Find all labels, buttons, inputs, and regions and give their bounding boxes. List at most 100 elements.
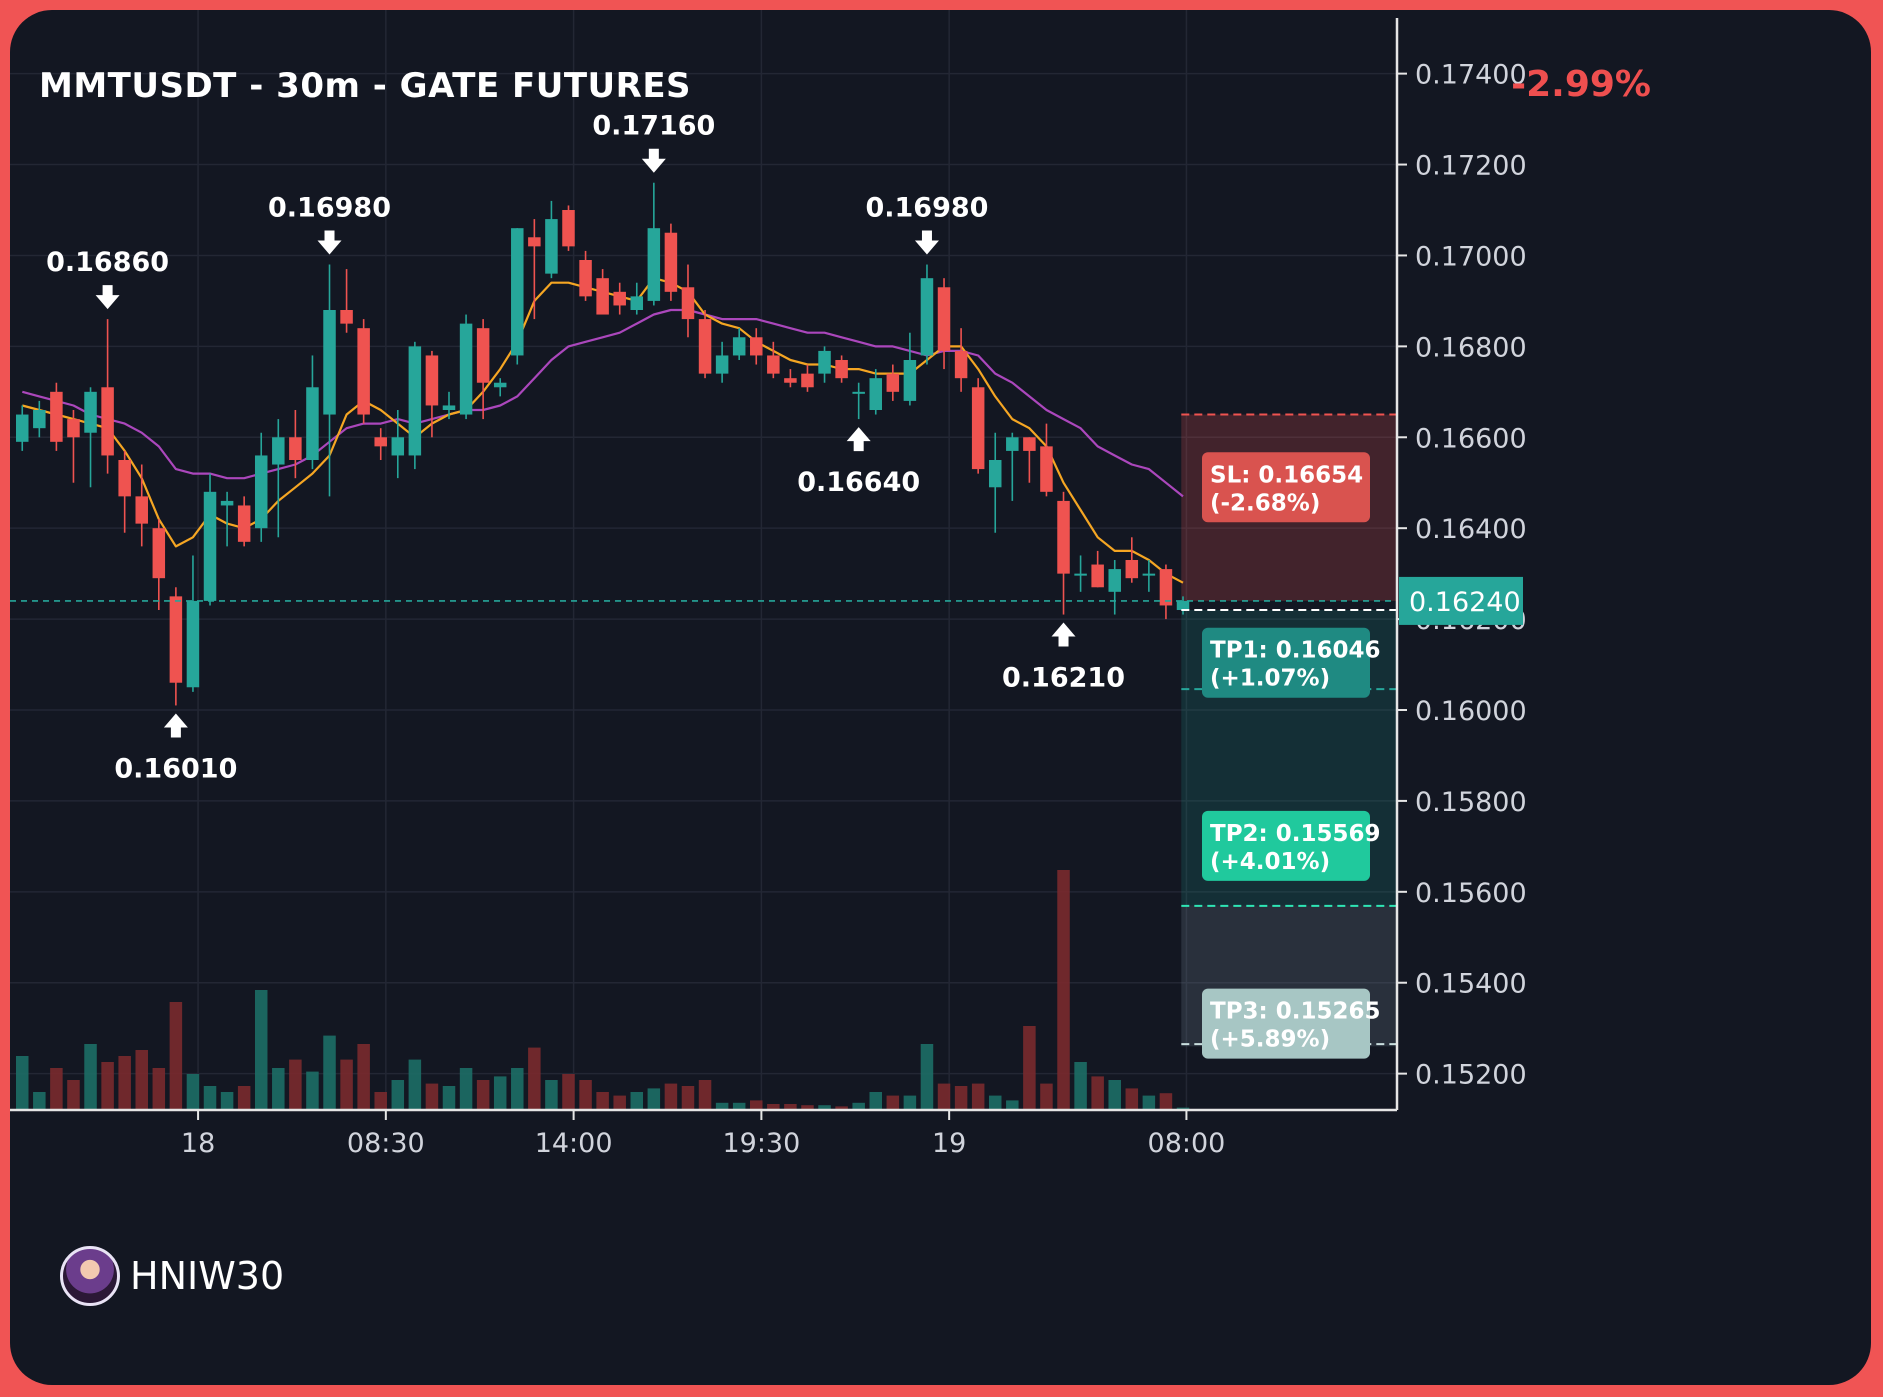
candle <box>84 387 97 488</box>
price-tick-label: 0.15400 <box>1415 969 1527 1000</box>
candle-body <box>1023 437 1036 451</box>
volume-bar <box>1006 1100 1019 1110</box>
trade-label-bg <box>1202 452 1370 523</box>
price-chart[interactable]: 0.17400 0.17200 0.17000 0.16800 0.16600 0.164… <box>10 10 1871 1385</box>
candle-body <box>272 437 285 465</box>
candle-body <box>835 360 848 379</box>
arrow-down-icon <box>914 230 939 255</box>
current-price-label: 0.16240 <box>1409 587 1521 618</box>
trade-label-line2: (+4.01%) <box>1210 849 1330 875</box>
volume-bar <box>135 1050 148 1110</box>
candle <box>323 264 336 497</box>
candle-body <box>545 219 558 274</box>
volume-bar <box>545 1080 558 1110</box>
volume-bar <box>732 1102 746 1110</box>
candle-body <box>767 355 780 374</box>
volume-bar <box>203 1086 217 1110</box>
volume-bar <box>750 1100 763 1110</box>
price-tick-label: 0.17000 <box>1415 241 1527 272</box>
candle <box>1176 596 1190 615</box>
avatar <box>60 1246 120 1306</box>
volume-bar <box>408 1059 422 1110</box>
candle-body <box>511 228 524 356</box>
volume-bar <box>852 1102 865 1110</box>
candle <box>408 341 422 470</box>
candle-body <box>118 460 131 497</box>
price-tick-label: 0.15200 <box>1415 1060 1527 1091</box>
candle <box>1074 555 1087 592</box>
candle <box>903 332 917 406</box>
candle-body <box>1091 564 1104 588</box>
trade-label-line2: (+1.07%) <box>1210 666 1330 692</box>
candle <box>920 264 934 365</box>
candle <box>1006 432 1019 501</box>
candle-body <box>647 228 661 301</box>
candle-body <box>732 337 746 356</box>
candle <box>135 464 148 547</box>
volume-bar <box>937 1083 951 1110</box>
trade-labels: SL: 0.16654(-2.68%)TP1: 0.16046(+1.07%)T… <box>1202 452 1381 1059</box>
volume-bar <box>613 1095 626 1110</box>
candle <box>852 382 865 420</box>
peak-label: 0.16010 <box>114 753 237 784</box>
candle <box>67 410 80 483</box>
volume-bar <box>784 1104 797 1110</box>
candle <box>1057 491 1070 615</box>
peak-label: 0.16640 <box>797 467 920 498</box>
trade-label: SL: 0.16654(-2.68%) <box>1202 452 1370 523</box>
candle <box>203 473 217 606</box>
time-tick-label: 14:00 <box>535 1128 613 1159</box>
candle <box>16 405 29 451</box>
time-tick-label: 08:30 <box>347 1128 425 1159</box>
candles <box>16 182 1190 706</box>
candle-body <box>357 328 370 415</box>
volume-bar <box>493 1076 507 1110</box>
candle-body <box>562 210 575 247</box>
candle-body <box>664 232 678 292</box>
candle <box>698 310 712 379</box>
current-price-badge-bg <box>1399 576 1523 625</box>
candle-body <box>306 387 319 460</box>
candle-body <box>340 310 353 324</box>
candle <box>374 428 387 460</box>
candle-body <box>323 310 336 415</box>
volume-bar <box>715 1102 729 1110</box>
time-tick-label: 19:30 <box>722 1128 800 1159</box>
trade-label-bg <box>1202 810 1370 881</box>
candle <box>1023 437 1036 483</box>
candle <box>1159 564 1173 620</box>
peak-marker: 0.16980 <box>268 193 391 255</box>
candle <box>50 382 63 451</box>
volume-bar <box>1142 1095 1156 1110</box>
volume-bar <box>374 1092 387 1110</box>
candle <box>596 269 609 315</box>
price-tick-label: 0.16800 <box>1415 332 1527 363</box>
volume-bar <box>698 1080 712 1110</box>
candle-body <box>237 505 251 542</box>
arrow-down-icon <box>641 148 666 173</box>
peak-marker: 0.17160 <box>592 111 715 173</box>
candle-body <box>152 528 166 579</box>
arrow-down-icon <box>317 230 342 255</box>
candle-body <box>579 260 592 297</box>
price-tick-label: 0.16000 <box>1415 696 1527 727</box>
price-tick-label: 0.15600 <box>1415 878 1527 909</box>
price-tick-label: 0.16400 <box>1415 514 1527 545</box>
volume-bar <box>971 1083 985 1110</box>
arrow-up-icon <box>163 713 188 738</box>
candle <box>767 341 780 379</box>
candle-body <box>528 237 541 247</box>
candle <box>220 491 234 547</box>
candle <box>357 319 370 424</box>
volume-bar <box>323 1035 336 1110</box>
volume-bar <box>1074 1062 1087 1110</box>
candle-body <box>493 382 507 388</box>
chart-title: MMTUSDT - 30m - GATE FUTURES <box>39 66 692 106</box>
candle-body <box>186 600 200 688</box>
peak-label: 0.16980 <box>268 193 391 224</box>
volume-bar <box>425 1083 439 1110</box>
candle-body <box>630 296 644 310</box>
candle-body <box>135 496 148 524</box>
candle <box>750 328 763 365</box>
candle-body <box>16 414 29 442</box>
